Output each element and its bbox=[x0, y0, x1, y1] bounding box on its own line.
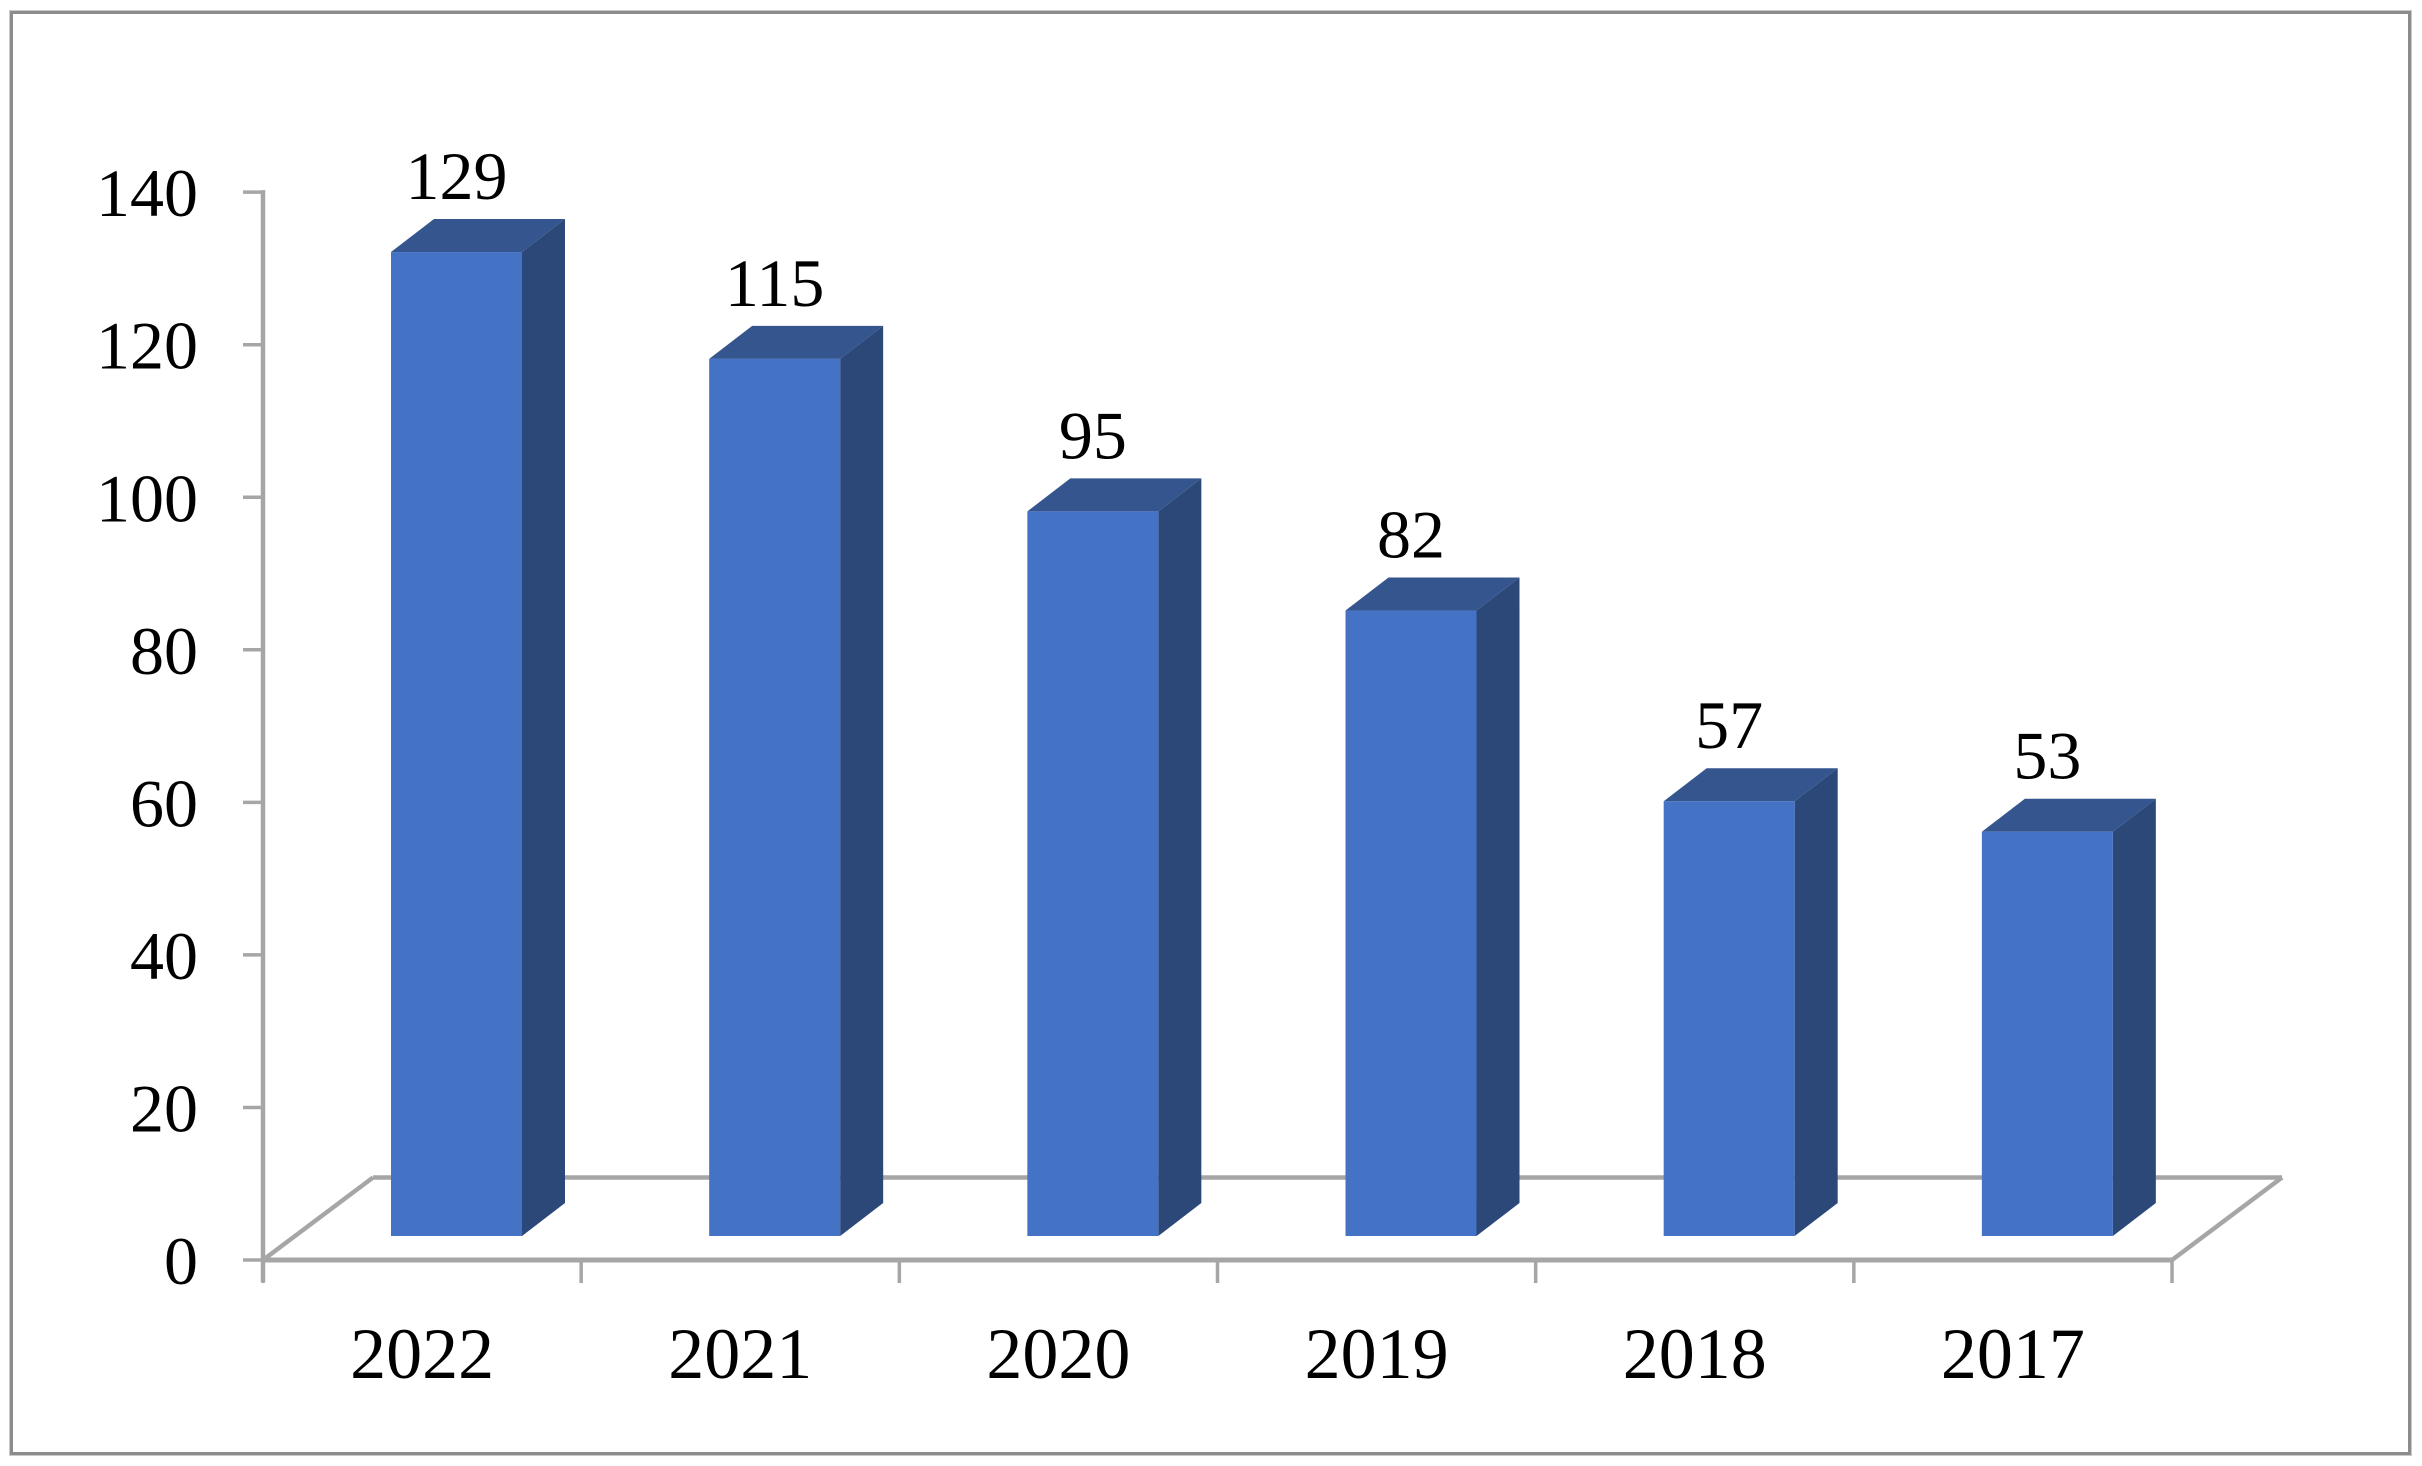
bar-top-face bbox=[709, 325, 884, 359]
x-category-label: 2017 bbox=[1941, 1314, 2085, 1394]
bar-value-label: 129 bbox=[406, 138, 508, 214]
bar bbox=[1981, 798, 2156, 1236]
x-category-label: 2020 bbox=[986, 1314, 1130, 1394]
y-tick-label: 20 bbox=[130, 1070, 198, 1146]
bar bbox=[709, 325, 884, 1236]
bar-value-label: 82 bbox=[1377, 497, 1445, 573]
y-tick-label: 60 bbox=[130, 765, 198, 841]
floor-left-edge bbox=[261, 1175, 375, 1262]
bar bbox=[391, 219, 565, 1237]
y-tick-label: 140 bbox=[96, 155, 198, 231]
bar-side-face bbox=[1476, 577, 1520, 1236]
bar-value-label: 95 bbox=[1059, 397, 1127, 473]
bar-top-face bbox=[391, 219, 565, 253]
bar-front-face bbox=[1027, 511, 1159, 1236]
x-category-label: 2021 bbox=[668, 1314, 812, 1394]
bar bbox=[1345, 577, 1520, 1236]
bar-front-face bbox=[1345, 610, 1477, 1236]
floor-right-edge bbox=[2170, 1175, 2284, 1262]
bar bbox=[1663, 768, 1838, 1236]
x-category-label: 2018 bbox=[1623, 1314, 1767, 1394]
y-tick-label: 100 bbox=[96, 460, 198, 536]
y-tick-label: 80 bbox=[130, 613, 198, 689]
bar-front-face bbox=[1981, 831, 2113, 1236]
bar-front-face bbox=[391, 252, 522, 1237]
y-tick-label: 40 bbox=[130, 918, 198, 994]
bar-top-face bbox=[1345, 577, 1520, 611]
bar-side-face bbox=[1158, 478, 1202, 1236]
bar-side-face bbox=[522, 219, 565, 1237]
x-category-label: 2019 bbox=[1305, 1314, 1449, 1394]
bar-top-face bbox=[1981, 798, 2156, 832]
bar-value-label: 57 bbox=[1695, 687, 1763, 763]
bar-top-face bbox=[1663, 768, 1838, 802]
bar-front-face bbox=[709, 358, 841, 1236]
bar-side-face bbox=[840, 325, 884, 1236]
bar-value-label: 115 bbox=[725, 245, 824, 321]
x-category-label: 2022 bbox=[350, 1314, 494, 1394]
bar-side-face bbox=[1794, 768, 1838, 1236]
bar-front-face bbox=[1663, 801, 1795, 1236]
bar-side-face bbox=[2112, 798, 2156, 1236]
bar bbox=[1027, 478, 1202, 1236]
bar-top-face bbox=[1027, 478, 1202, 512]
y-tick-label: 120 bbox=[96, 308, 198, 384]
bar-value-label: 53 bbox=[2013, 718, 2081, 794]
y-tick-label: 0 bbox=[164, 1223, 198, 1299]
